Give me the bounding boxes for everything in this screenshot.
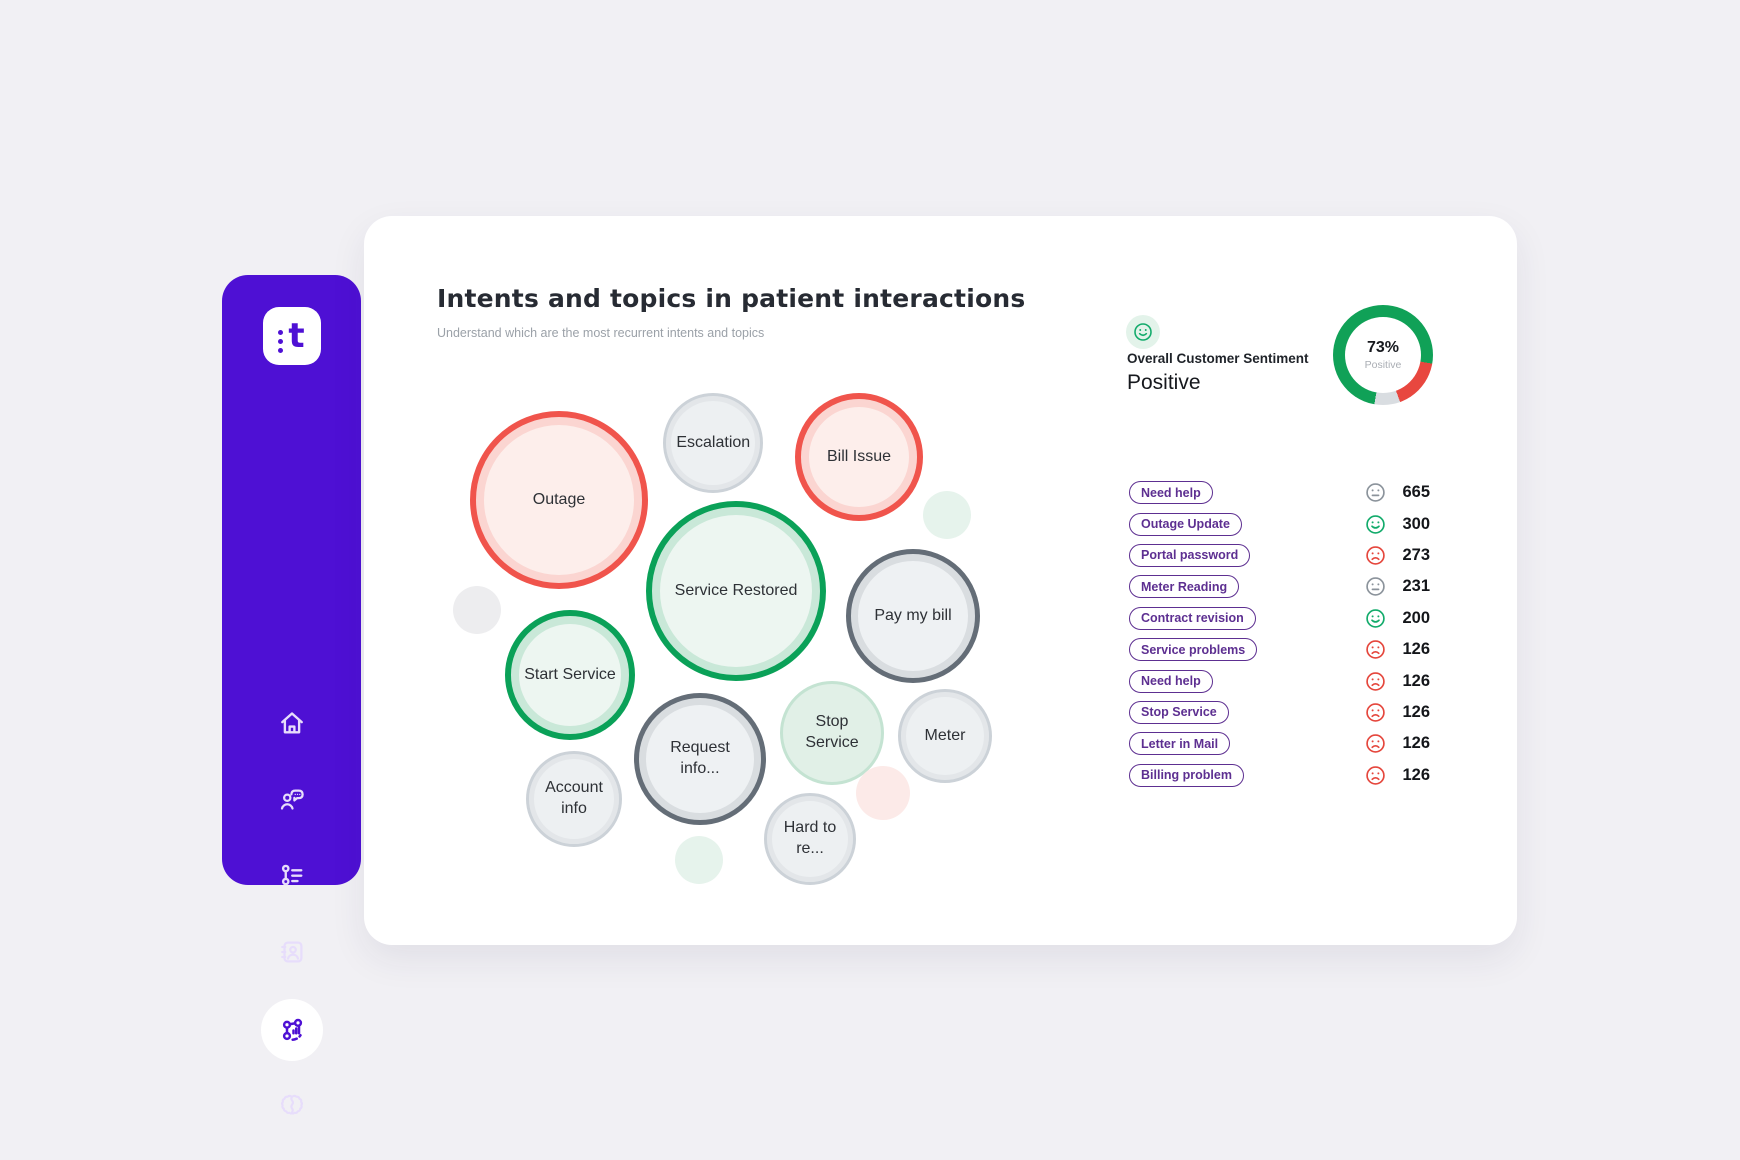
sentiment-value: Positive bbox=[1127, 371, 1201, 394]
bubble-label: Start Service bbox=[524, 665, 616, 683]
bubble-label: Request info... bbox=[670, 739, 730, 777]
bubble-label: Stop Service bbox=[805, 713, 859, 751]
topic-count: 300 bbox=[1402, 514, 1430, 533]
bubble-start-service[interactable]: Start Service bbox=[505, 610, 635, 740]
topics-list: Need help 665 Outage Update 300 Portal pas… bbox=[1129, 477, 1430, 791]
brain-icon bbox=[280, 1094, 303, 1115]
donut-sublabel: Positive bbox=[1364, 359, 1402, 371]
sidebar-item-contacts[interactable] bbox=[270, 930, 314, 974]
topic-count: 126 bbox=[1402, 734, 1430, 753]
sad-face-icon bbox=[1366, 765, 1385, 785]
sidebar: t bbox=[222, 275, 361, 1115]
bubble-decorative bbox=[856, 766, 910, 820]
topic-row: Contract revision 200 bbox=[1129, 603, 1430, 634]
happy-face-icon bbox=[1134, 323, 1152, 341]
bubble-request-info[interactable]: Request info... bbox=[634, 693, 766, 825]
bubble-service-restored[interactable]: Service Restored bbox=[646, 501, 826, 681]
app-logo[interactable]: t bbox=[262, 307, 321, 365]
contacts-icon bbox=[280, 941, 302, 963]
sidebar-item-conversations[interactable] bbox=[270, 777, 314, 821]
bubble-label: Service Restored bbox=[674, 581, 798, 599]
topic-count: 126 bbox=[1402, 765, 1430, 784]
topic-count: 200 bbox=[1402, 608, 1430, 627]
sidebar-item-knowledge[interactable] bbox=[270, 1083, 314, 1127]
topic-row: Need help 126 bbox=[1129, 665, 1430, 696]
sad-face-icon bbox=[1366, 546, 1385, 565]
topic-row: Outage Update 300 bbox=[1129, 508, 1430, 539]
topic-pill[interactable]: Need help bbox=[1129, 669, 1213, 693]
topic-row: Need help 665 bbox=[1129, 477, 1430, 508]
bubble-label: Meter bbox=[924, 726, 966, 744]
bubble-label: Pay my bill bbox=[874, 606, 952, 624]
topic-pill[interactable]: Outage Update bbox=[1129, 512, 1242, 536]
sidebar-item-ai-insights[interactable] bbox=[260, 999, 323, 1061]
topic-row: Billing problem 126 bbox=[1129, 760, 1430, 791]
happy-face-icon bbox=[1133, 322, 1153, 342]
happy-face-icon bbox=[1366, 514, 1385, 534]
topic-count: 231 bbox=[1402, 577, 1430, 596]
neutral-face-icon bbox=[1366, 483, 1385, 502]
topic-row: Letter in Mail 126 bbox=[1129, 728, 1430, 759]
topic-pill[interactable]: Billing problem bbox=[1129, 763, 1244, 787]
sad-face-icon bbox=[1366, 640, 1385, 659]
bubble-label: Bill Issue bbox=[826, 447, 892, 465]
topic-pill[interactable]: Contract revision bbox=[1129, 606, 1256, 630]
sad-face-icon bbox=[1366, 703, 1385, 722]
topic-count: 126 bbox=[1402, 671, 1430, 690]
bubble-escalation[interactable]: Escalation bbox=[663, 393, 763, 493]
bubble-bill-issue[interactable]: Bill Issue bbox=[795, 393, 923, 521]
sad-face-icon bbox=[1366, 734, 1385, 754]
ai-insights-icon bbox=[282, 1018, 302, 1041]
overall-sentiment-face bbox=[1126, 315, 1160, 349]
sentiment-donut-chart: 73% Positive bbox=[1333, 305, 1433, 405]
bubble-decorative bbox=[923, 491, 971, 539]
bubble-account-info[interactable]: Account info bbox=[526, 751, 622, 847]
bubble-meter[interactable]: Meter bbox=[898, 689, 992, 783]
topic-count: 126 bbox=[1402, 640, 1430, 659]
topic-count: 273 bbox=[1402, 545, 1430, 564]
bubble-hard-to-re[interactable]: Hard to re... bbox=[764, 793, 856, 885]
topic-row: Stop Service 126 bbox=[1129, 697, 1430, 728]
topic-pill[interactable]: Meter Reading bbox=[1129, 575, 1240, 599]
home-icon bbox=[280, 712, 303, 734]
bubble-label: Hard to re... bbox=[783, 819, 837, 857]
logo-letter: t bbox=[288, 316, 305, 356]
topic-count: 665 bbox=[1402, 483, 1430, 502]
sad-face-icon bbox=[1366, 671, 1385, 691]
agent-chat-icon bbox=[280, 789, 304, 810]
bubble-label: Outage bbox=[532, 490, 586, 508]
topic-row: Meter Reading 231 bbox=[1129, 571, 1430, 602]
topic-pill[interactable]: Need help bbox=[1129, 481, 1213, 505]
bubble-label: Escalation bbox=[676, 433, 751, 451]
sidebar-item-home[interactable] bbox=[270, 701, 314, 745]
donut-percent: 73% bbox=[1366, 339, 1400, 356]
topic-pill[interactable]: Service problems bbox=[1129, 638, 1258, 662]
bubble-outage[interactable]: Outage bbox=[470, 411, 648, 589]
topic-row: Portal password 273 bbox=[1129, 540, 1430, 571]
bubble-stop-service[interactable]: Stop Service bbox=[780, 681, 884, 785]
page-title: Intents and topics in patient interactio… bbox=[437, 284, 1026, 313]
dashboard-card: Intents and topics in patient interactio… bbox=[364, 216, 1517, 945]
topic-row: Service problems 126 bbox=[1129, 634, 1430, 665]
sentiment-label: Overall Customer Sentiment bbox=[1127, 351, 1309, 366]
bubble-pay-my-bill[interactable]: Pay my bill bbox=[846, 549, 980, 683]
bubble-decorative bbox=[675, 836, 723, 884]
bubble-decorative bbox=[453, 586, 501, 634]
topic-pill[interactable]: Stop Service bbox=[1129, 700, 1229, 724]
neutral-face-icon bbox=[1366, 577, 1385, 597]
bubble-label: Account info bbox=[545, 779, 603, 817]
donut-center: 73% Positive bbox=[1345, 317, 1421, 393]
happy-face-icon bbox=[1366, 609, 1385, 628]
workflow-list-icon bbox=[281, 864, 302, 886]
sidebar-item-workflows[interactable] bbox=[270, 853, 314, 897]
page-subtitle: Understand which are the most recurrent … bbox=[437, 326, 765, 340]
topic-pill[interactable]: Portal password bbox=[1129, 543, 1251, 567]
logo-dots-icon bbox=[278, 329, 284, 353]
topic-count: 126 bbox=[1402, 702, 1430, 721]
topic-pill[interactable]: Letter in Mail bbox=[1129, 732, 1231, 756]
